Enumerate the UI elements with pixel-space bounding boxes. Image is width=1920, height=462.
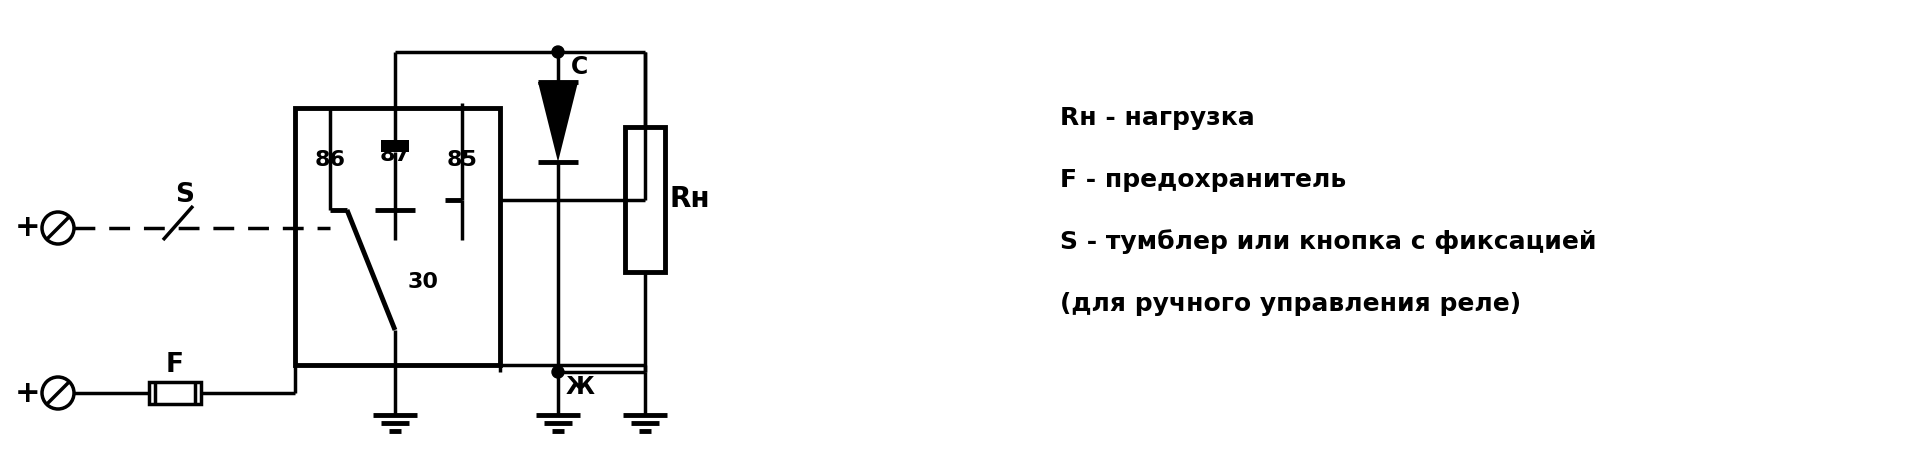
Text: 87: 87 [380, 145, 411, 165]
Text: 86: 86 [315, 150, 346, 170]
Text: Rн: Rн [670, 185, 710, 213]
Text: S - тумблер или кнопка с фиксацией: S - тумблер или кнопка с фиксацией [1060, 230, 1597, 255]
Text: F - предохранитель: F - предохранитель [1060, 168, 1346, 192]
Text: +: + [15, 378, 40, 407]
Bar [296, 108, 499, 365]
Text: Rн - нагрузка: Rн - нагрузка [1060, 106, 1256, 130]
Text: 30: 30 [407, 272, 438, 292]
Polygon shape [538, 82, 578, 162]
Text: S: S [175, 182, 194, 208]
Text: F: F [165, 352, 184, 378]
Bar [150, 382, 202, 404]
Text: C: C [572, 55, 589, 79]
Bar [626, 127, 664, 272]
Circle shape [553, 366, 564, 378]
Text: 85: 85 [447, 150, 478, 170]
Bar [380, 140, 409, 152]
Text: Ж: Ж [566, 375, 595, 399]
Text: (для ручного управления реле): (для ручного управления реле) [1060, 292, 1521, 316]
Text: +: + [15, 213, 40, 243]
Circle shape [553, 46, 564, 58]
